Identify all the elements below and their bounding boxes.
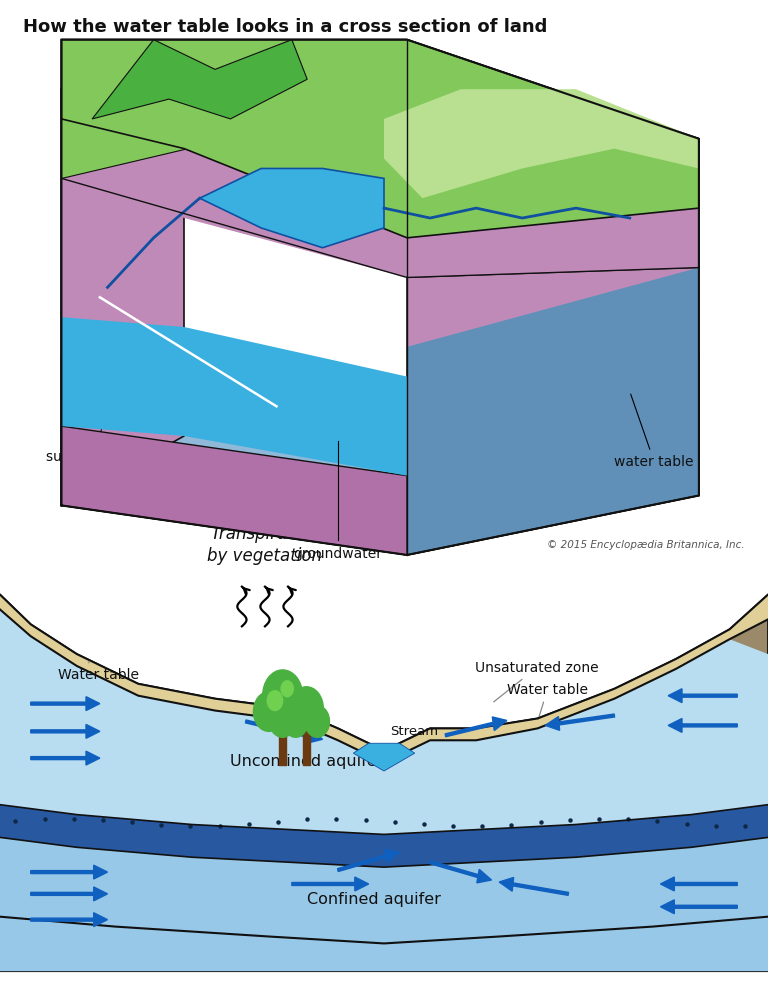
Circle shape [269,702,296,737]
Text: Unconfined aquifer: Unconfined aquifer [230,753,384,769]
Text: groundwater: groundwater [293,547,382,561]
FancyArrow shape [668,689,737,703]
Polygon shape [61,40,699,238]
Circle shape [283,706,308,737]
FancyArrow shape [660,900,737,914]
FancyArrow shape [660,877,737,891]
Text: © 2015 Encyclopædia Britannica, Inc.: © 2015 Encyclopædia Britannica, Inc. [548,540,745,550]
Text: Transpiration
by vegetation: Transpiration by vegetation [207,524,323,565]
Polygon shape [0,595,768,971]
Polygon shape [0,609,768,834]
Text: Water table: Water table [507,683,588,718]
Text: water table: water table [614,394,694,469]
Polygon shape [407,139,699,347]
Circle shape [305,706,329,737]
Polygon shape [353,743,415,771]
Polygon shape [92,40,307,119]
Circle shape [290,687,323,730]
FancyArrow shape [31,697,100,711]
Polygon shape [61,40,699,178]
FancyArrow shape [31,865,108,879]
Text: surface water: surface water [46,355,141,464]
FancyArrow shape [292,877,369,891]
FancyArrow shape [246,720,323,743]
Text: How the water table looks in a cross section of land: How the water table looks in a cross sec… [23,18,548,36]
FancyArrow shape [31,751,100,765]
Polygon shape [0,595,768,765]
FancyArrow shape [31,913,108,927]
Polygon shape [61,89,184,505]
Polygon shape [61,357,699,555]
FancyArrow shape [338,849,399,871]
Text: Confined aquifer: Confined aquifer [307,892,441,908]
Polygon shape [407,139,699,555]
Circle shape [281,692,312,731]
Circle shape [253,692,284,731]
Text: unsaturated soil: unsaturated soil [405,80,517,151]
FancyArrow shape [445,716,507,736]
Polygon shape [61,119,699,277]
Polygon shape [384,89,699,198]
FancyArrow shape [545,715,614,730]
Polygon shape [61,317,407,476]
Circle shape [267,691,283,711]
FancyArrow shape [31,724,100,738]
FancyArrow shape [668,718,737,732]
Text: Unsaturated zone: Unsaturated zone [475,661,598,702]
Polygon shape [61,40,184,178]
FancyArrow shape [499,877,568,895]
FancyArrow shape [430,861,492,883]
Text: Stream: Stream [390,725,439,738]
Text: Water table: Water table [58,662,138,682]
FancyArrow shape [31,887,108,901]
Polygon shape [0,837,768,971]
Polygon shape [0,805,768,867]
Circle shape [263,670,303,721]
Polygon shape [61,426,407,555]
Circle shape [281,681,293,697]
Polygon shape [200,168,384,248]
Polygon shape [407,139,699,277]
